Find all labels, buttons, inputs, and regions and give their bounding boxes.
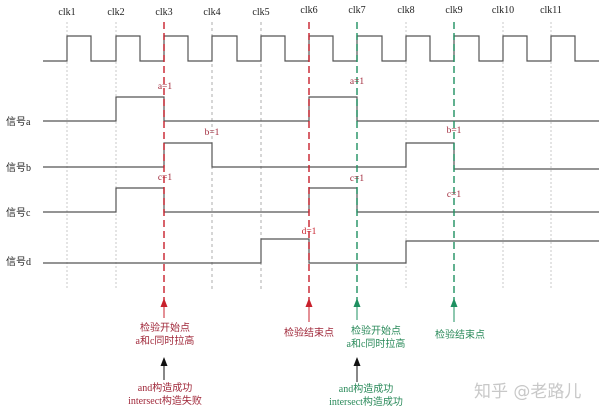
green-result-caption-1: and构造成功 — [339, 382, 393, 395]
clk-label: clk1 — [58, 7, 75, 18]
red-end-caption: 检验结束点 — [284, 326, 334, 339]
signal-d-label: 信号d — [6, 256, 31, 268]
green-start-arrow — [353, 298, 361, 320]
clk-label: clk7 — [348, 5, 365, 16]
annotation-green-c1b: c=1 — [447, 190, 462, 200]
clk-label: clk9 — [445, 5, 462, 16]
green-result-caption-2: intersect构造成功 — [329, 395, 403, 408]
clk-label: clk5 — [252, 7, 269, 18]
red-result-caption-2: intersect构造失败 — [128, 394, 202, 407]
annotation-green-c1: c=1 — [350, 174, 365, 184]
clock-labels: clk1 clk2 clk3 clk4 clk5 clk6 clk7 clk8 … — [58, 5, 562, 18]
clk-label: clk2 — [107, 7, 124, 18]
clk-label: clk4 — [203, 7, 220, 18]
clk-label: clk10 — [492, 5, 514, 16]
clock-waveform — [43, 35, 599, 62]
signal-a-label: 信号a — [6, 116, 31, 128]
signal-c-waveform — [43, 187, 599, 213]
annotation-green-b1: b=1 — [447, 126, 462, 136]
clk-label: clk8 — [397, 5, 414, 16]
red-start-caption-2: a和c同时拉高 — [136, 334, 195, 347]
signal-labels: 信号a 信号b 信号c 信号d — [6, 116, 31, 268]
red-end-arrow — [305, 298, 313, 322]
signal-b-waveform — [43, 142, 599, 170]
clk-label: clk3 — [155, 7, 172, 18]
signal-a-waveform — [43, 96, 599, 122]
annotation-d1: d=1 — [302, 227, 317, 237]
signal-c-label: 信号c — [6, 207, 31, 219]
annotation-green-a1: a=1 — [350, 77, 365, 87]
green-end-caption: 检验结束点 — [435, 328, 485, 341]
black-arrow-right — [353, 357, 361, 382]
green-end-arrow — [450, 298, 458, 322]
annotation-c1: c=1 — [158, 173, 173, 183]
green-start-caption-2: a和c同时拉高 — [347, 337, 406, 350]
green-start-caption-1: 检验开始点 — [351, 324, 401, 337]
red-result-caption-1: and构造成功 — [138, 381, 192, 394]
black-arrow-left — [160, 357, 168, 380]
signal-b-label: 信号b — [6, 162, 31, 174]
red-start-arrow — [160, 298, 168, 318]
annotation-a1: a=1 — [158, 82, 173, 92]
signal-d-waveform — [43, 238, 599, 264]
clk-label: clk11 — [540, 5, 562, 16]
clk-label: clk6 — [300, 5, 317, 16]
red-start-caption-1: 检验开始点 — [140, 321, 190, 334]
watermark: 知乎 @老路儿 — [474, 382, 581, 402]
annotation-b1: b=1 — [205, 128, 220, 138]
